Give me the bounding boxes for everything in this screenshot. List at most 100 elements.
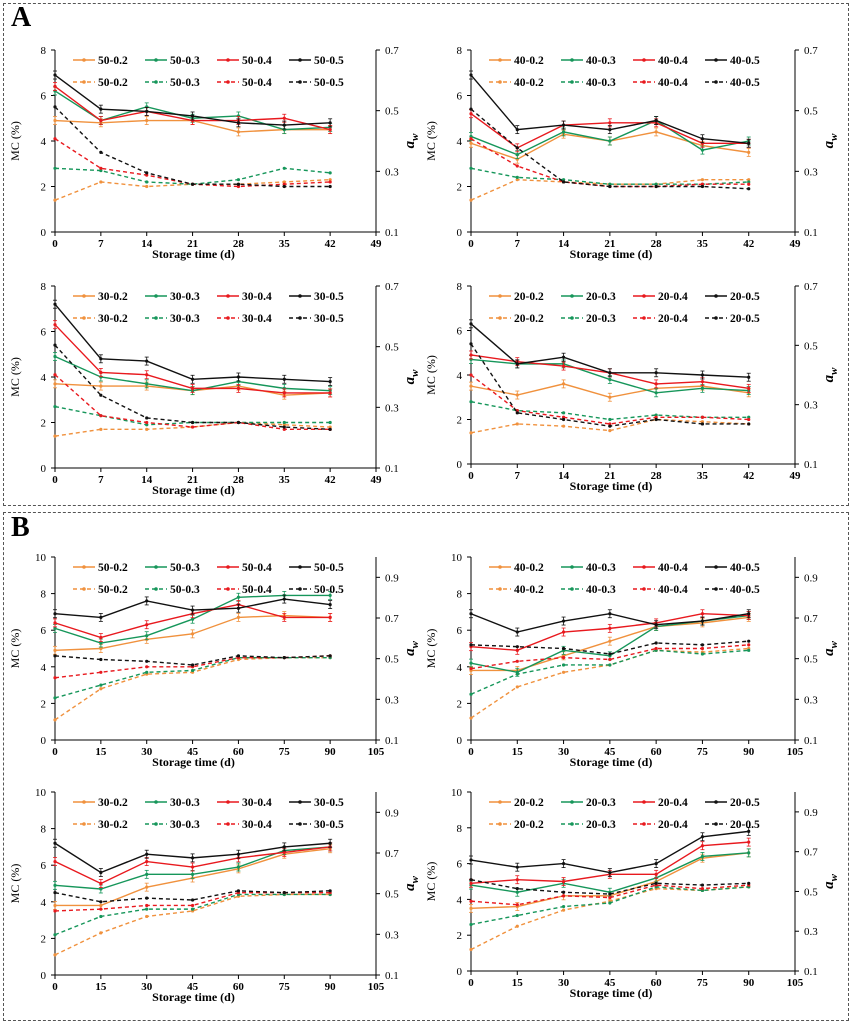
x-tick-label: 75: [697, 977, 709, 989]
legend-marker: [298, 294, 302, 298]
x-tick-label: 45: [604, 746, 616, 758]
x-tick-label: 49: [790, 470, 802, 482]
data-point: [654, 413, 658, 417]
legend-label: 50-0.2: [98, 562, 128, 574]
panel-b-frame: [3, 512, 849, 1021]
x-tick-label: 14: [558, 238, 570, 250]
data-point: [747, 422, 751, 426]
data-point: [236, 178, 241, 182]
x-axis-label: Storage time (d): [152, 990, 235, 1004]
data-point: [561, 908, 566, 912]
legend-marker: [714, 587, 718, 591]
x-tick-label: 45: [604, 977, 616, 989]
data-point: [700, 422, 705, 426]
legend-marker: [570, 316, 574, 320]
x-tick-label: 60: [651, 977, 663, 989]
legend-label: 30-0.3: [170, 313, 200, 325]
x-tick-label: 105: [787, 977, 804, 989]
legend-label: 20-0.3: [586, 291, 616, 303]
data-point: [561, 180, 566, 184]
data-point: [608, 892, 612, 896]
data-point: [515, 924, 519, 928]
y-tick-label: 0: [457, 966, 463, 978]
data-point: [654, 881, 658, 885]
series-line-30-0.2-aw: [54, 421, 331, 437]
legend-label: 30-0.5: [314, 291, 344, 303]
x-tick-label: 60: [651, 746, 663, 758]
legend-label: 30-0.4: [242, 819, 272, 831]
y-tick-label: 0: [41, 735, 47, 747]
x-tick-label: 90: [743, 977, 755, 989]
data-point: [328, 184, 332, 189]
legend-label: 50-0.4: [242, 584, 272, 596]
data-point: [145, 907, 149, 911]
data-point: [145, 423, 149, 427]
y2-tick-label: 0.7: [804, 613, 818, 625]
x-tick-label: 15: [95, 746, 107, 758]
legend-label: 20-0.4: [658, 313, 688, 325]
x-tick-label: 30: [141, 981, 153, 993]
legend-label: 50-0.4: [242, 77, 272, 89]
x-axis-label: Storage time (d): [152, 247, 235, 261]
data-point: [99, 683, 103, 687]
legend-label: 50-0.5: [314, 584, 344, 596]
data-point: [190, 420, 195, 425]
data-point: [53, 718, 57, 722]
data-point: [515, 146, 519, 150]
data-point: [561, 417, 566, 422]
legend-marker: [298, 822, 302, 826]
legend-label: 30-0.4: [242, 313, 272, 325]
data-point: [190, 425, 195, 429]
data-point: [328, 654, 332, 658]
data-point: [515, 672, 519, 676]
legend-marker: [298, 565, 302, 569]
y2-axis-label: aw: [821, 367, 840, 383]
legend-marker: [82, 565, 86, 569]
legend-label: 50-0.5: [314, 77, 344, 89]
data-point: [561, 663, 566, 667]
y2-axis-label: aw: [402, 640, 421, 656]
data-point: [282, 891, 286, 895]
x-tick-label: 105: [787, 746, 804, 758]
data-point: [747, 643, 751, 647]
legend-label: 20-0.4: [658, 819, 688, 831]
data-point: [53, 343, 57, 347]
legend-label: 50-0.2: [98, 584, 128, 596]
data-point: [99, 907, 103, 911]
data-point: [700, 415, 705, 419]
legend-label: 40-0.5: [730, 55, 760, 67]
legend-label: 20-0.5: [730, 797, 760, 809]
legend-marker: [642, 316, 646, 320]
data-point: [99, 670, 103, 674]
data-point: [469, 947, 473, 952]
legend-label: 40-0.2: [514, 55, 544, 67]
data-point: [282, 184, 286, 189]
chart-b-bottom-left: 0 15 30 45 60 75 90 105 0 2 4 6 8 10 0.1 0.3 0.5 0.7 0.9 St…: [8, 787, 421, 1004]
data-point: [328, 178, 332, 182]
data-point: [700, 643, 705, 647]
x-tick-label: 30: [558, 746, 570, 758]
legend-marker: [226, 822, 230, 826]
panel-b-letter: B: [11, 512, 30, 543]
x-tick-label: 15: [512, 746, 524, 758]
x-tick-label: 42: [743, 470, 755, 482]
legend-label: 40-0.4: [658, 55, 688, 67]
y-tick-label: 4: [457, 370, 463, 382]
legend-label: 40-0.5: [730, 584, 760, 596]
data-point: [654, 415, 658, 419]
y-tick-label: 0: [41, 463, 47, 475]
y-tick-label: 4: [41, 662, 47, 674]
data-point: [469, 342, 473, 346]
data-point: [282, 180, 286, 184]
data-point: [53, 404, 57, 409]
x-tick-label: 15: [95, 981, 107, 993]
series-line-20-0.5-mc: [470, 830, 749, 874]
data-point: [469, 431, 473, 435]
data-point: [328, 889, 332, 893]
legend-marker: [82, 294, 86, 298]
legend-marker: [226, 587, 230, 591]
y2-tick-label: 0.3: [804, 166, 818, 178]
x-tick-label: 75: [279, 981, 291, 993]
legend-marker: [226, 800, 230, 804]
data-point: [99, 150, 103, 154]
